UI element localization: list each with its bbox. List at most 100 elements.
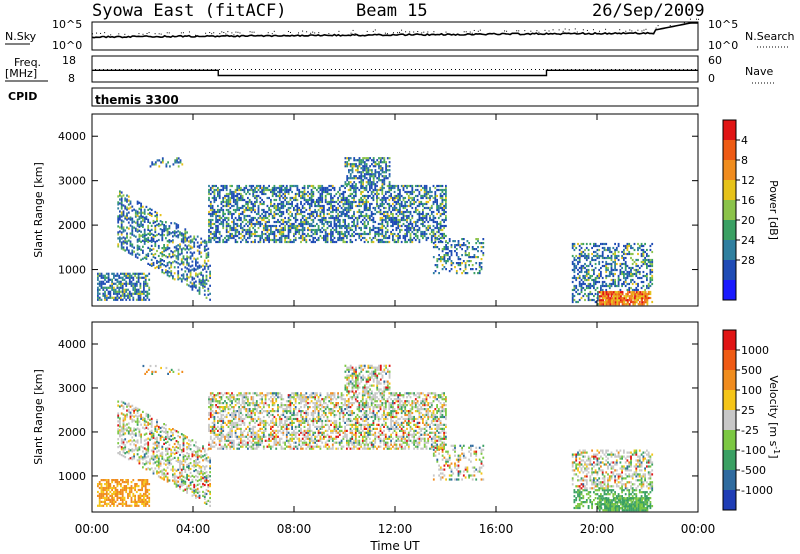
velocity-cell — [117, 420, 120, 423]
power-cell — [270, 230, 272, 234]
power-cell — [330, 238, 332, 242]
noise-point — [158, 33, 160, 35]
power-cell — [232, 236, 235, 240]
power-cell — [321, 208, 324, 212]
velocity-cell — [123, 488, 126, 492]
nave-point — [559, 69, 560, 70]
power-cell — [577, 260, 579, 264]
power-cell — [346, 184, 348, 188]
noise-point — [306, 31, 308, 33]
power-cell — [641, 301, 643, 304]
power-cell — [367, 232, 369, 236]
velocity-cell — [107, 485, 110, 488]
power-cell — [135, 284, 138, 287]
power-cell — [262, 226, 265, 230]
power-cell — [113, 296, 115, 299]
power-cell — [134, 211, 137, 214]
power-cell — [268, 232, 270, 236]
power-cell — [191, 282, 194, 285]
velocity-cell — [117, 446, 120, 449]
power-cell — [128, 278, 131, 281]
power-cell — [601, 254, 604, 258]
power-cell — [594, 242, 597, 246]
power-cell — [600, 299, 603, 302]
power-cell — [399, 204, 401, 208]
power-cell — [374, 208, 377, 212]
power-cell — [647, 260, 650, 264]
power-cell — [381, 161, 384, 164]
power-cell — [601, 256, 604, 260]
power-cell — [236, 198, 239, 202]
power-cell — [365, 204, 368, 208]
power-cell — [211, 184, 214, 188]
velocity-cell — [98, 502, 101, 505]
power-cell — [270, 200, 272, 204]
power-cell — [229, 206, 232, 210]
power-cell — [381, 183, 384, 186]
power-cell — [362, 161, 364, 164]
power-cell — [170, 272, 173, 275]
power-cell — [600, 286, 602, 290]
power-cell — [145, 253, 148, 256]
power-cell — [450, 252, 453, 255]
power-cell — [234, 222, 237, 226]
power-cell — [432, 256, 435, 259]
power-cell — [330, 240, 332, 244]
power-cell — [439, 192, 442, 196]
power-cell — [381, 234, 384, 238]
power-cell — [612, 282, 615, 286]
power-cell — [293, 216, 295, 220]
power-cell — [376, 184, 378, 188]
power-cell — [354, 228, 357, 232]
power-cell — [326, 192, 329, 196]
power-cell — [443, 198, 445, 202]
power-cell — [363, 186, 366, 190]
power-cell — [186, 247, 188, 250]
power-cell — [409, 192, 412, 196]
power-cell — [404, 190, 407, 194]
power-cell — [390, 212, 392, 216]
power-cell — [379, 232, 382, 236]
power-cell — [604, 303, 606, 306]
nave-point — [427, 69, 428, 70]
power-cell — [324, 230, 327, 234]
power-cell — [402, 214, 405, 218]
power-cell — [376, 200, 378, 204]
power-cell — [363, 161, 366, 164]
power-cell — [234, 200, 237, 204]
power-cell — [135, 282, 138, 285]
power-cell — [323, 222, 325, 226]
power-cell — [418, 228, 421, 232]
power-cell — [346, 183, 349, 186]
power-cell — [441, 208, 444, 212]
power-cell — [312, 190, 315, 194]
power-cell — [379, 161, 382, 164]
power-cell — [358, 226, 361, 230]
power-cell — [429, 190, 431, 194]
power-cell — [443, 248, 446, 251]
power-cell — [392, 218, 394, 222]
power-cell — [323, 218, 325, 222]
power-cell — [598, 272, 601, 276]
velocity-cell — [131, 456, 134, 459]
power-cell — [208, 224, 210, 228]
power-cell — [644, 260, 646, 264]
power-cell — [187, 270, 190, 273]
power-cell — [215, 212, 217, 216]
power-cell — [154, 230, 157, 234]
power-cell — [156, 215, 158, 219]
power-cell — [605, 288, 608, 292]
power-cell — [125, 282, 128, 285]
power-cell — [618, 301, 620, 304]
power-cell — [620, 293, 622, 296]
power-cell — [287, 190, 290, 194]
power-cell — [196, 249, 199, 252]
power-cell — [254, 208, 256, 212]
power-cell — [270, 202, 272, 206]
power-cell — [441, 258, 444, 261]
power-cell — [234, 208, 237, 212]
power-cell — [247, 230, 249, 234]
power-cell — [202, 286, 204, 289]
power-cell — [434, 240, 437, 244]
power-cell — [211, 214, 214, 218]
